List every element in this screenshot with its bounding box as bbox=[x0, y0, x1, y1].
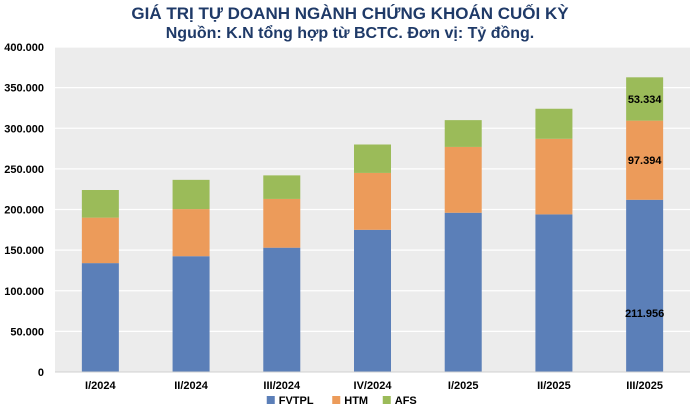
y-tick-label: 300.000 bbox=[4, 123, 44, 135]
chart-title: GIÁ TRỊ TỰ DOANH NGÀNH CHỨNG KHOÁN CUỐI … bbox=[131, 4, 569, 23]
data-label: 211.956 bbox=[625, 308, 664, 320]
chart-subtitle: Nguồn: K.N tổng hợp từ BCTC. Đơn vị: Tỷ … bbox=[165, 25, 535, 42]
bar-fvtpl bbox=[81, 263, 119, 372]
bar-htm bbox=[263, 198, 301, 248]
bar-htm bbox=[535, 138, 573, 215]
bar-fvtpl bbox=[444, 212, 482, 372]
legend-swatch-fvtpl bbox=[266, 396, 275, 404]
y-tick-label: 0 bbox=[38, 367, 44, 379]
y-tick-label: 50.000 bbox=[10, 326, 44, 338]
y-tick-label: 100.000 bbox=[4, 286, 44, 298]
legend-label-htm: HTM bbox=[344, 395, 368, 407]
bar-fvtpl bbox=[263, 247, 301, 372]
y-tick-label: 250.000 bbox=[4, 164, 44, 176]
bar-afs bbox=[263, 175, 301, 199]
x-tick-label: III/2025 bbox=[626, 380, 663, 392]
legend-swatch-afs bbox=[382, 396, 391, 404]
bar-htm bbox=[444, 146, 482, 213]
bar-afs bbox=[444, 120, 482, 147]
legend-swatch-htm bbox=[332, 396, 341, 404]
bar-fvtpl bbox=[626, 199, 664, 372]
x-tick-label: II/2024 bbox=[174, 380, 209, 392]
bar-htm bbox=[354, 172, 391, 230]
x-tick-label: I/2024 bbox=[85, 380, 116, 392]
chart-title-block: GIÁ TRỊ TỰ DOANH NGÀNH CHỨNG KHOÁN CUỐI … bbox=[0, 4, 700, 44]
bar-afs bbox=[81, 190, 119, 218]
data-label: 97.394 bbox=[628, 155, 663, 167]
bar-fvtpl bbox=[535, 214, 573, 372]
bar-htm bbox=[81, 217, 119, 264]
bar-afs bbox=[626, 77, 664, 121]
bar-fvtpl bbox=[172, 256, 210, 372]
x-tick-label: III/2024 bbox=[263, 380, 301, 392]
bar-afs bbox=[172, 179, 210, 210]
y-tick-label: 200.000 bbox=[4, 205, 44, 217]
x-tick-label: I/2025 bbox=[448, 380, 479, 392]
legend-label-afs: AFS bbox=[395, 395, 417, 407]
bar-afs bbox=[535, 108, 573, 139]
x-tick-label: II/2025 bbox=[537, 380, 571, 392]
y-tick-label: 350.000 bbox=[4, 83, 44, 95]
legend-label-fvtpl: FVTPL bbox=[279, 395, 314, 407]
bar-htm bbox=[626, 120, 664, 200]
bar-htm bbox=[172, 209, 210, 257]
data-label: 53.334 bbox=[628, 94, 663, 106]
bar-fvtpl bbox=[354, 229, 391, 372]
y-tick-label: 150.000 bbox=[4, 245, 44, 257]
x-tick-label: IV/2024 bbox=[354, 380, 393, 392]
y-tick-label: 400.000 bbox=[4, 42, 44, 54]
bar-afs bbox=[354, 144, 391, 173]
